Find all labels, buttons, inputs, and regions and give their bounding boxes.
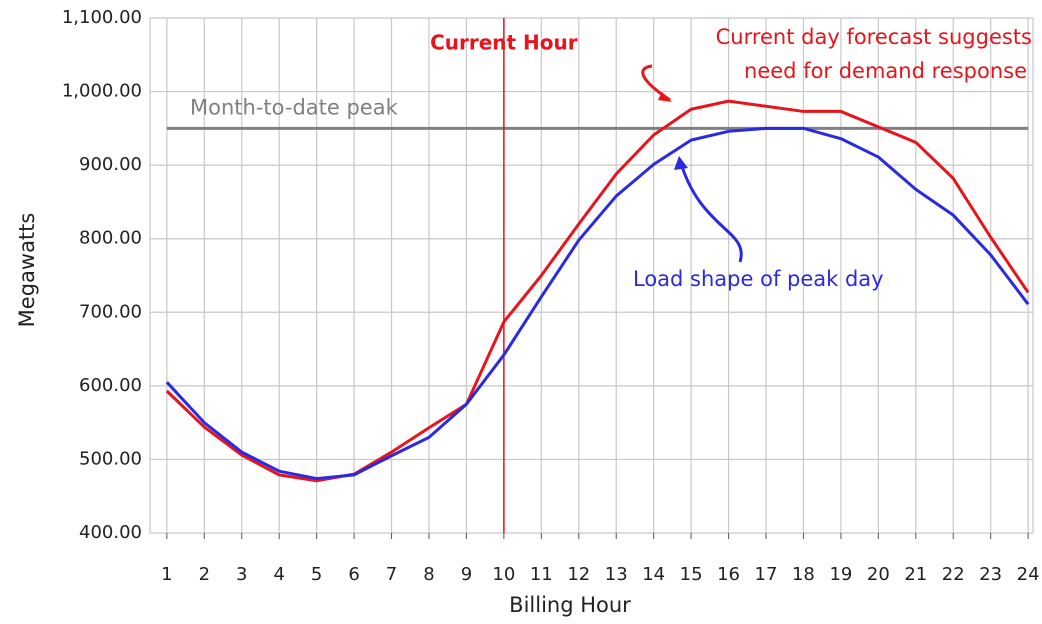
- x-tick-label: 14: [642, 564, 665, 585]
- x-tick-label: 12: [567, 564, 590, 585]
- y-axis-label: Megawatts: [15, 213, 39, 328]
- blue-arrowhead: [674, 156, 688, 170]
- x-tick-label: 22: [942, 564, 965, 585]
- x-tick-label: 5: [311, 564, 322, 585]
- plot-area: [149, 17, 1034, 534]
- series-line: [165, 126, 1030, 481]
- x-tick-label: 17: [755, 564, 778, 585]
- reference-line-label: Month-to-date peak: [190, 95, 399, 119]
- y-tick-label: 400.00: [79, 522, 142, 543]
- annotation: need for demand response: [744, 59, 1027, 83]
- x-tick-label: 24: [1017, 564, 1040, 585]
- x-tick-label: 11: [530, 564, 553, 585]
- x-tick-label: 19: [829, 564, 852, 585]
- current-hour-label: Current Hour: [430, 31, 578, 55]
- x-tick-label: 7: [386, 564, 397, 585]
- y-tick-label: 1,100.00: [62, 7, 142, 28]
- lines: [165, 18, 1030, 533]
- annotation: Load shape of peak day: [633, 267, 884, 291]
- x-tick-label: 18: [792, 564, 815, 585]
- x-tick-label: 16: [717, 564, 740, 585]
- y-tick-label: 1,000.00: [62, 81, 142, 102]
- x-axis-label: Billing Hour: [509, 593, 631, 617]
- red-arrowhead: [658, 92, 672, 102]
- annotation: Current day forecast suggests: [716, 25, 1032, 49]
- x-tick-label: 1: [161, 564, 172, 585]
- x-tick-label: 21: [904, 564, 927, 585]
- x-tick-label: 2: [199, 564, 210, 585]
- x-tick-label: 20: [867, 564, 890, 585]
- y-tick-label: 700.00: [79, 301, 142, 322]
- x-tick-label: 15: [680, 564, 703, 585]
- x-tick-label: 10: [492, 564, 515, 585]
- x-tick-label: 3: [236, 564, 247, 585]
- y-tick-label: 900.00: [79, 154, 142, 175]
- x-tick-label: 4: [273, 564, 284, 585]
- x-tick-label: 13: [605, 564, 628, 585]
- x-tick-label: 9: [461, 564, 472, 585]
- y-tick-label: 600.00: [79, 375, 142, 396]
- y-tick-label: 500.00: [79, 448, 142, 469]
- x-tick-label: 6: [348, 564, 359, 585]
- y-tick-label: 800.00: [79, 228, 142, 249]
- x-tick-label: 8: [423, 564, 434, 585]
- blue-arrow: [678, 159, 743, 263]
- x-tick-label: 23: [979, 564, 1002, 585]
- series-line: [165, 99, 1030, 483]
